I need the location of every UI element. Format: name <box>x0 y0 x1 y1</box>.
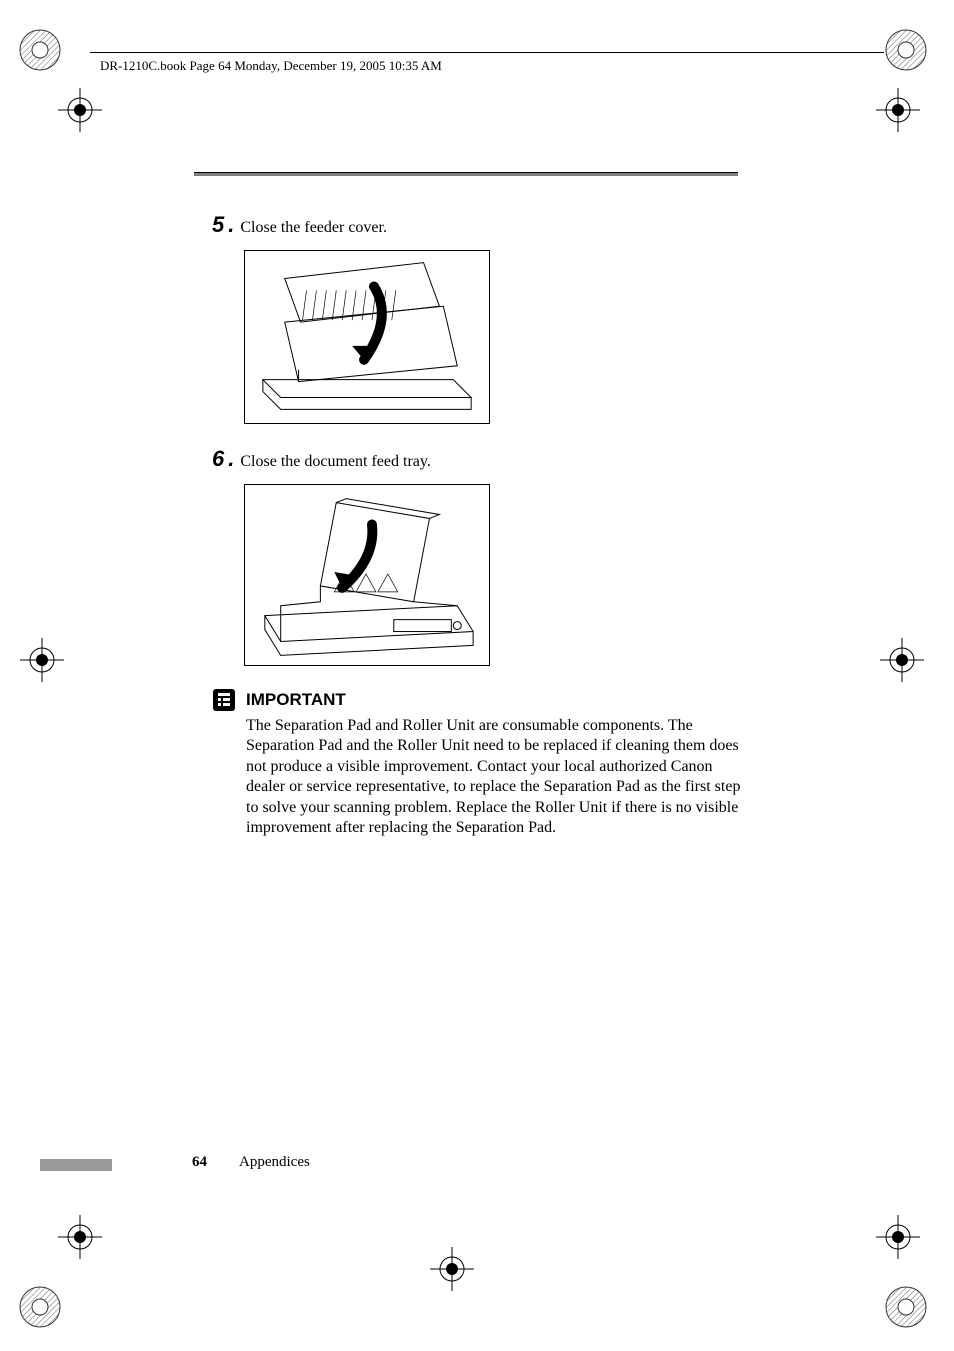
header-rule <box>90 52 884 53</box>
content-top-rule <box>194 172 738 176</box>
crop-mark-icon <box>16 26 64 74</box>
registration-mark-icon <box>880 638 924 682</box>
registration-mark-icon <box>430 1247 474 1291</box>
footer: 64 Appendices <box>192 1154 310 1171</box>
step-6: 6. Close the document feed tray. <box>212 446 742 472</box>
registration-mark-icon <box>58 1215 102 1259</box>
registration-mark-icon <box>876 88 920 132</box>
important-body: The Separation Pad and Roller Unit are c… <box>246 716 742 839</box>
step-text: Close the feeder cover. <box>240 219 387 237</box>
important-icon <box>212 688 236 712</box>
section-name: Appendices <box>239 1154 310 1171</box>
step-dot: . <box>228 446 234 472</box>
registration-mark-icon <box>20 638 64 682</box>
step-5: 5. Close the feeder cover. <box>212 212 742 238</box>
important-label: IMPORTANT <box>246 690 346 710</box>
page-number: 64 <box>192 1154 207 1171</box>
step-text: Close the document feed tray. <box>240 453 430 471</box>
crop-mark-icon <box>882 26 930 74</box>
running-head: DR-1210C.book Page 64 Monday, December 1… <box>100 58 442 74</box>
step-number: 5 <box>212 212 224 238</box>
important-heading: IMPORTANT <box>212 688 742 712</box>
registration-mark-icon <box>58 88 102 132</box>
page-tab-mark <box>40 1159 112 1171</box>
registration-mark-icon <box>876 1215 920 1259</box>
figure-close-feed-tray <box>244 484 490 666</box>
crop-mark-icon <box>882 1283 930 1331</box>
crop-mark-icon <box>16 1283 64 1331</box>
figure-close-feeder-cover <box>244 250 490 424</box>
step-dot: . <box>228 212 234 238</box>
step-number: 6 <box>212 446 224 472</box>
content-area: 5. Close the feeder cover. <box>212 212 742 839</box>
